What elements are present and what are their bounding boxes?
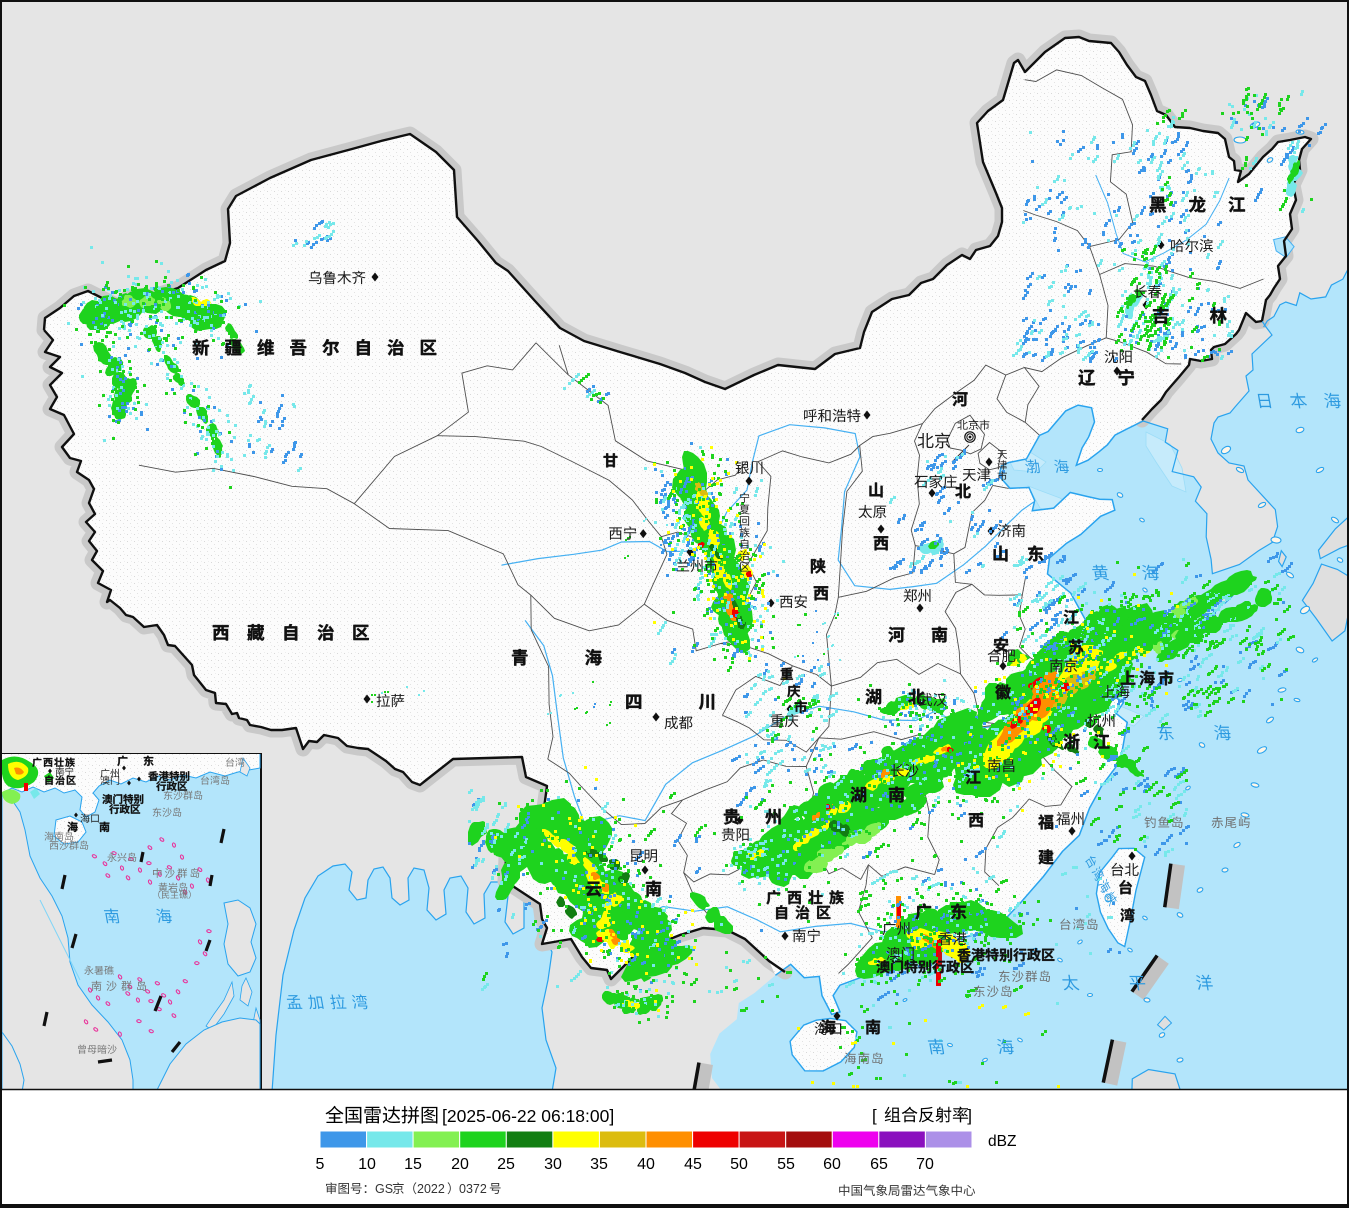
svg-text:[2025-06-22 06:18:00]: [2025-06-22 06:18:00] xyxy=(442,1106,614,1126)
svg-text:50: 50 xyxy=(730,1156,748,1173)
svg-text:]: ] xyxy=(967,1106,972,1125)
svg-text:45: 45 xyxy=(684,1156,702,1173)
svg-text:5: 5 xyxy=(316,1156,325,1173)
svg-text:65: 65 xyxy=(870,1156,888,1173)
svg-text:[: [ xyxy=(872,1106,877,1125)
svg-text:0372: 0372 xyxy=(459,1182,487,1196)
svg-text:dBZ: dBZ xyxy=(988,1133,1016,1150)
svg-text:25: 25 xyxy=(497,1156,515,1173)
svg-text:15: 15 xyxy=(404,1156,422,1173)
svg-text:70: 70 xyxy=(916,1156,934,1173)
svg-text:35: 35 xyxy=(590,1156,608,1173)
svg-text:10: 10 xyxy=(358,1156,376,1173)
svg-text:40: 40 xyxy=(637,1156,655,1173)
svg-text:20: 20 xyxy=(451,1156,469,1173)
svg-text:30: 30 xyxy=(544,1156,562,1173)
svg-text:60: 60 xyxy=(823,1156,841,1173)
svg-text:55: 55 xyxy=(777,1156,795,1173)
svg-text:2022: 2022 xyxy=(417,1182,445,1196)
svg-text:GS: GS xyxy=(375,1182,393,1196)
